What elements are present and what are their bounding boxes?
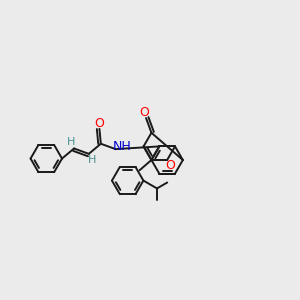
Text: NH: NH xyxy=(112,140,131,153)
Text: O: O xyxy=(140,106,150,119)
Text: H: H xyxy=(88,155,96,165)
Text: H: H xyxy=(66,137,75,147)
Text: O: O xyxy=(165,159,175,172)
Text: O: O xyxy=(94,117,104,130)
